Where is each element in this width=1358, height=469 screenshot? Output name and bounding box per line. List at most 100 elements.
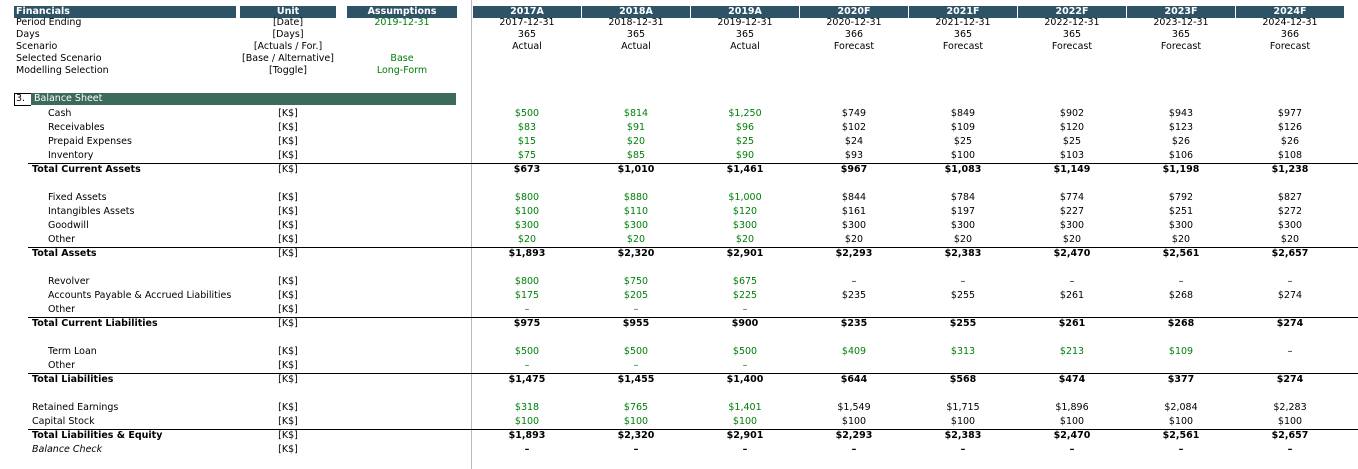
row-value[interactable]: $377 [1167,374,1195,385]
row-value[interactable]: $91 [626,122,646,133]
row-value[interactable] [800,303,908,317]
row-value[interactable]: $20 [1280,234,1300,245]
row-value[interactable]: $2,561 [1162,248,1200,259]
row-value[interactable]: $26 [1280,136,1300,147]
row-value[interactable]: $100 [514,416,540,427]
row-value[interactable]: – [742,304,748,315]
row-value[interactable]: $1,896 [1055,402,1089,413]
row-value[interactable]: $120 [732,206,758,217]
period-header[interactable]: 2019A [728,6,762,17]
row-value[interactable]: $106 [1168,150,1194,161]
row-value[interactable]: $272 [1277,206,1303,217]
row-value[interactable]: $300 [841,220,867,231]
row-value[interactable]: $103 [1059,150,1085,161]
row-value[interactable]: $975 [513,318,541,329]
row-value[interactable]: – [851,276,857,287]
row-value[interactable]: $25 [735,136,755,147]
row-value[interactable]: $2,283 [1273,402,1307,413]
row-value[interactable]: – [1287,444,1293,455]
row-value[interactable]: – [1287,276,1293,287]
row-value[interactable]: $2,084 [1164,402,1198,413]
row-value[interactable]: $161 [841,206,867,217]
row-value[interactable]: $1,549 [837,402,871,413]
row-value[interactable]: – [524,304,530,315]
row-value[interactable]: $100 [623,416,649,427]
row-value[interactable]: $1,401 [728,402,762,413]
row-value[interactable] [800,359,908,373]
row-value[interactable]: $261 [1058,318,1086,329]
row-value[interactable]: $849 [950,108,976,119]
row-value[interactable]: $120 [1059,122,1085,133]
row-value[interactable]: $123 [1168,122,1194,133]
row-value[interactable]: $675 [732,276,758,287]
row-value[interactable]: $255 [949,318,977,329]
row-value[interactable]: $268 [1168,290,1194,301]
row-value[interactable]: $251 [1168,206,1194,217]
row-value[interactable]: $1,000 [728,192,762,203]
row-value[interactable]: $967 [840,164,868,175]
row-value[interactable]: $2,470 [1053,248,1091,259]
row-value[interactable]: $197 [950,206,976,217]
row-value[interactable]: – [633,304,639,315]
row-value[interactable]: $25 [953,136,973,147]
row-value[interactable]: $409 [841,346,867,357]
row-value[interactable]: – [960,276,966,287]
row-value[interactable]: $1,400 [726,374,764,385]
row-value[interactable]: $300 [950,220,976,231]
row-value[interactable]: $750 [623,276,649,287]
row-value[interactable]: $749 [841,108,867,119]
row-value[interactable]: $827 [1277,192,1303,203]
row-value[interactable]: $1,250 [728,108,762,119]
row-value[interactable]: $1,149 [1053,164,1091,175]
row-value[interactable]: $300 [623,220,649,231]
row-value[interactable]: $2,320 [617,248,655,259]
row-value[interactable]: $900 [731,318,759,329]
row-value[interactable]: $774 [1059,192,1085,203]
row-value[interactable]: $2,561 [1162,430,1200,441]
row-value[interactable]: $300 [1277,220,1303,231]
row-value[interactable] [1127,303,1235,317]
row-value[interactable]: $15 [517,136,537,147]
row-value[interactable]: $2,657 [1271,248,1309,259]
row-value[interactable]: $235 [840,318,868,329]
meta-assumption[interactable] [347,41,457,53]
row-value[interactable]: $2,901 [726,430,764,441]
row-value[interactable]: $205 [623,290,649,301]
row-value[interactable]: $2,293 [835,430,873,441]
row-value[interactable] [1236,303,1344,317]
row-value[interactable]: – [742,444,748,455]
row-value[interactable]: $500 [514,346,540,357]
row-value[interactable]: $1,715 [946,402,980,413]
row-value[interactable]: $83 [517,122,537,133]
row-value[interactable]: $90 [735,150,755,161]
row-value[interactable]: $792 [1168,192,1194,203]
row-value[interactable]: $108 [1277,150,1303,161]
row-value[interactable]: $1,083 [944,164,982,175]
row-value[interactable]: $96 [735,122,755,133]
row-value[interactable]: $1,198 [1162,164,1200,175]
row-value[interactable]: $644 [840,374,868,385]
row-value[interactable]: $268 [1167,318,1195,329]
row-value[interactable]: $300 [514,220,540,231]
row-value[interactable]: $784 [950,192,976,203]
row-value[interactable]: $318 [514,402,540,413]
row-value[interactable]: $1,461 [726,164,764,175]
row-value[interactable] [909,359,1017,373]
row-value[interactable]: $213 [1059,346,1085,357]
row-value[interactable]: – [851,444,857,455]
row-value[interactable]: $20 [517,234,537,245]
row-value[interactable]: $26 [1171,136,1191,147]
row-value[interactable]: $109 [1168,346,1194,357]
row-value[interactable]: $100 [950,150,976,161]
row-value[interactable]: $2,657 [1271,430,1309,441]
row-value[interactable]: $274 [1276,374,1304,385]
period-header[interactable]: 2022F [1055,6,1089,17]
row-value[interactable]: $2,320 [617,430,655,441]
row-value[interactable]: $75 [517,150,537,161]
row-value[interactable]: $227 [1059,206,1085,217]
period-header[interactable]: 2021F [946,6,980,17]
row-value[interactable]: $24 [844,136,864,147]
row-value[interactable]: $500 [514,108,540,119]
row-value[interactable]: $474 [1058,374,1086,385]
period-header[interactable]: 2020F [837,6,871,17]
